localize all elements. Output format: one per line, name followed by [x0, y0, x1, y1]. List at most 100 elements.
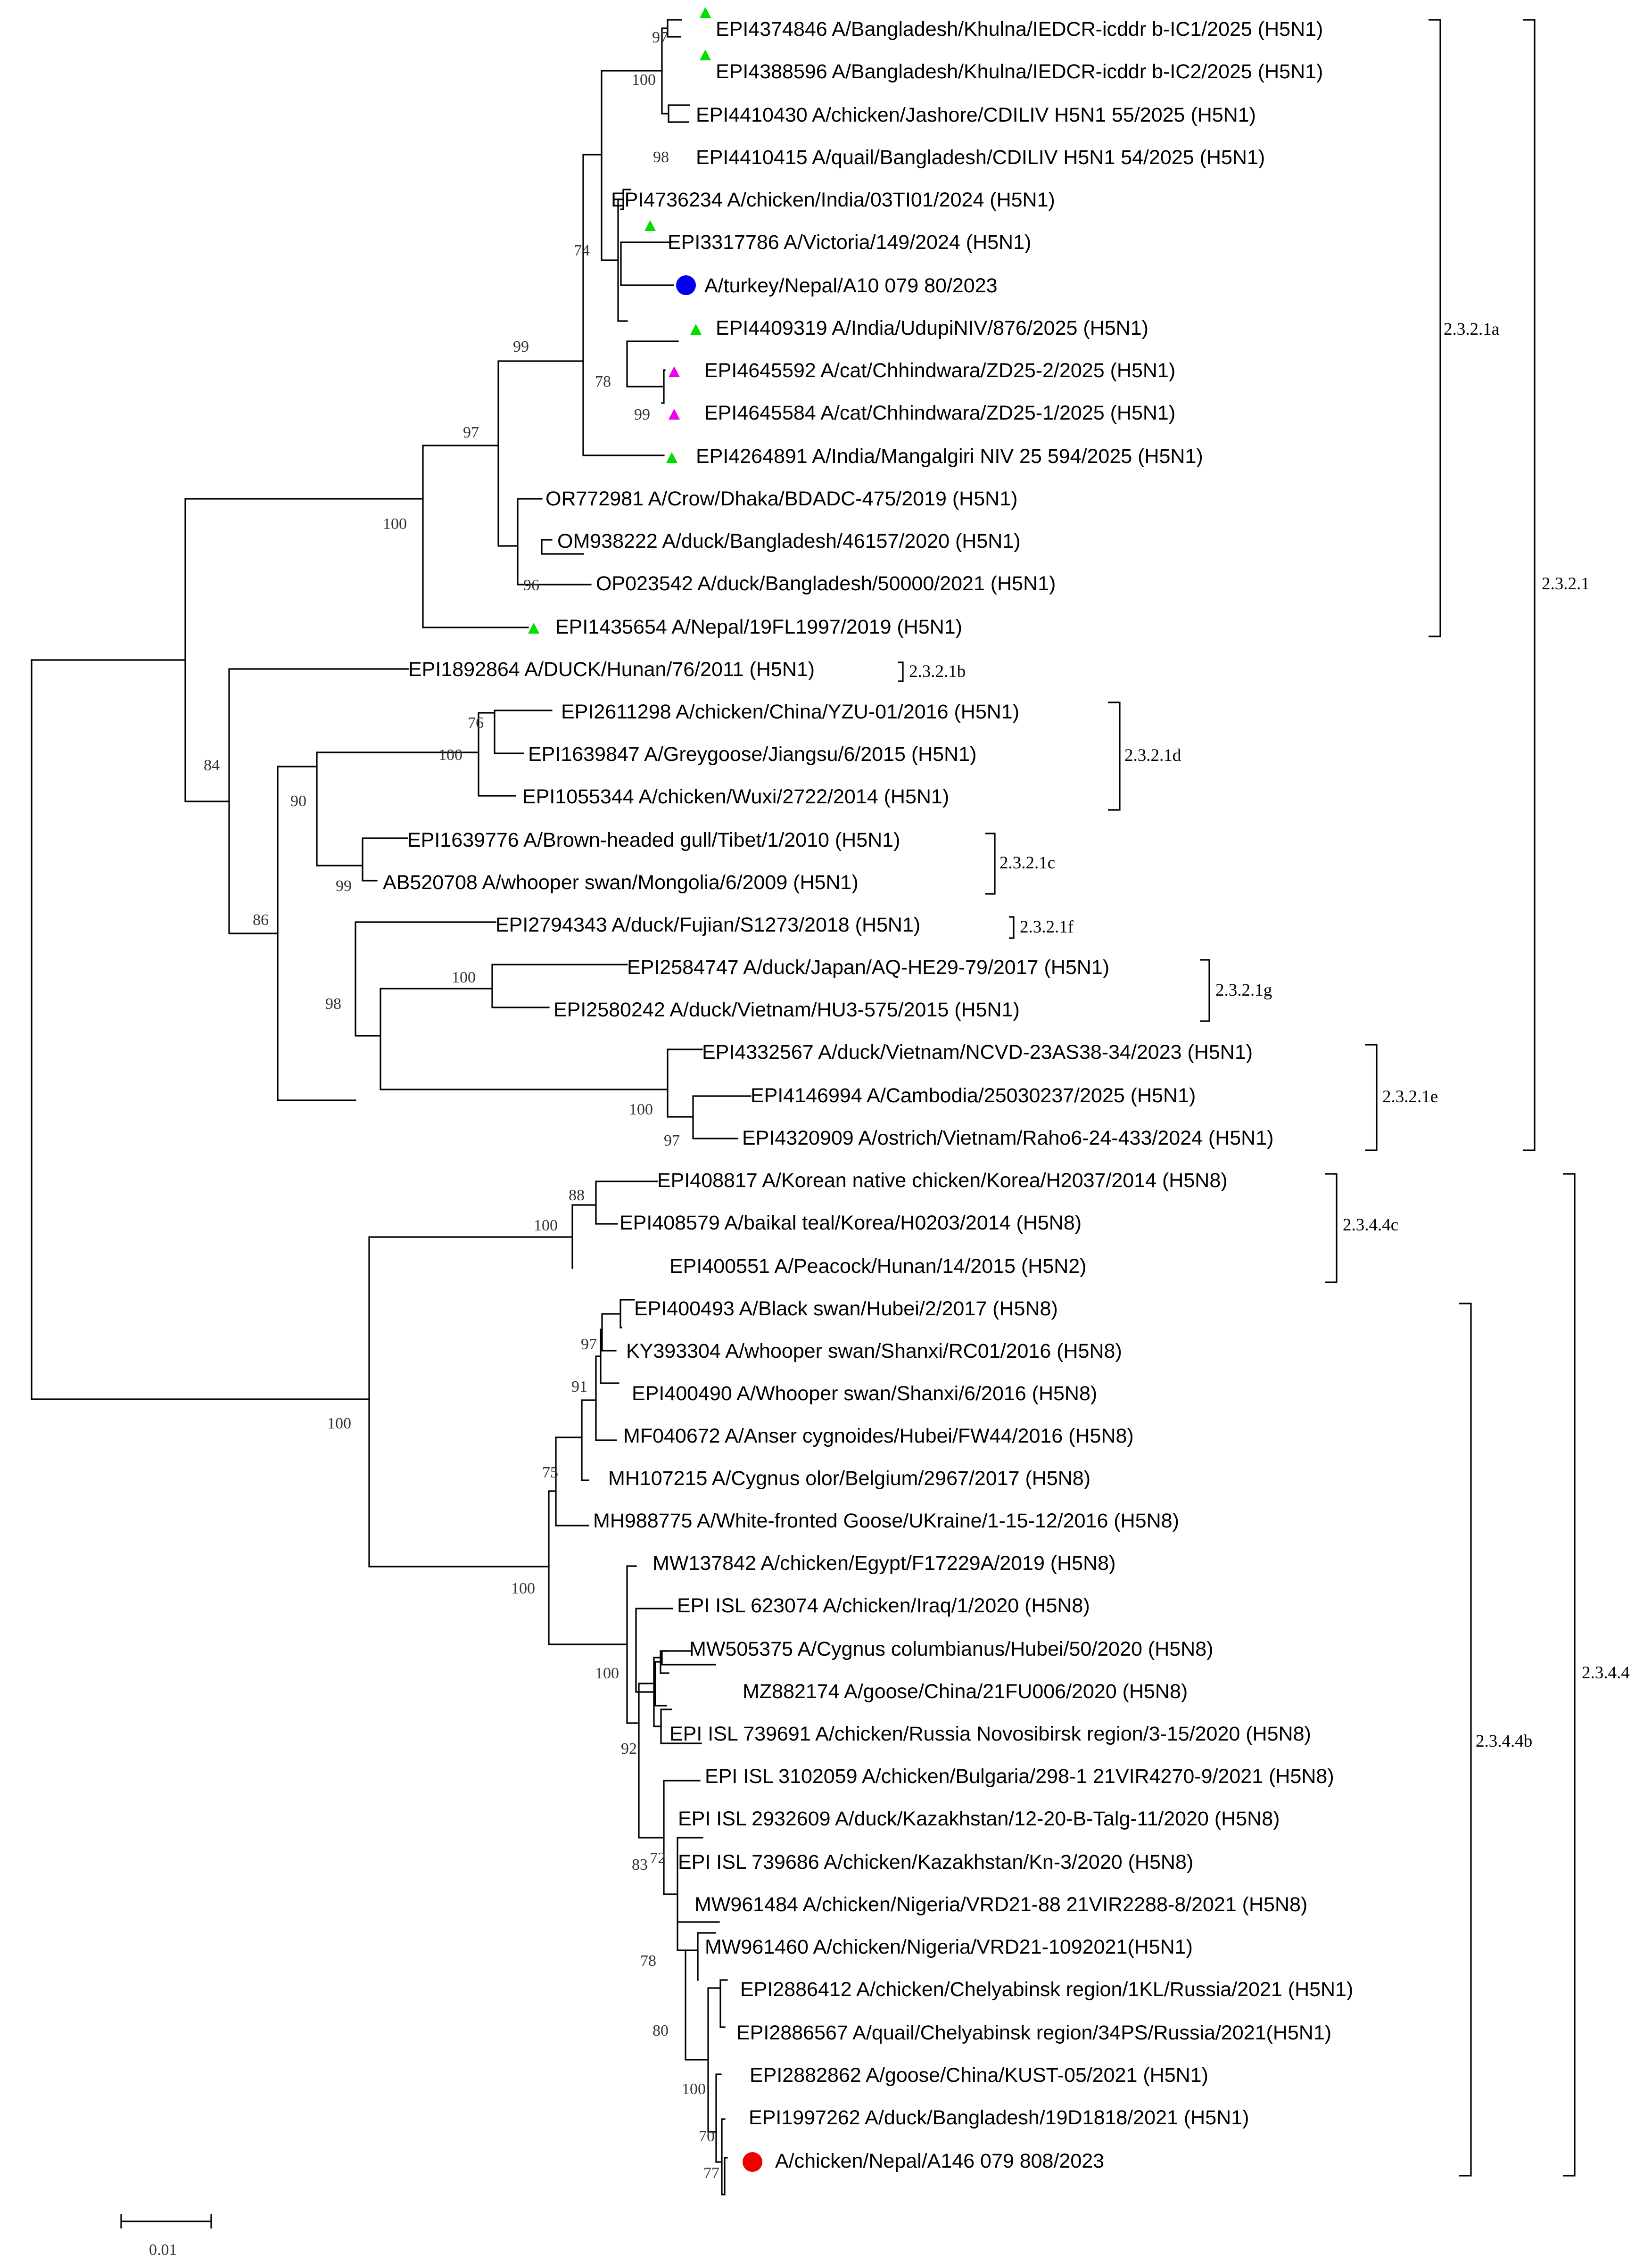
tip-labels: EPI4374846 A/Bangladesh/Khulna/IEDCR-icd… [383, 18, 1353, 2172]
tip-label: EPI4645584 A/cat/Chhindwara/ZD25-1/2025 … [704, 402, 1175, 424]
bootstrap-value: 92 [621, 1740, 637, 1758]
tip-label: EPI4645592 A/cat/Chhindwara/ZD25-2/2025 … [704, 359, 1175, 382]
clade-label: 2.3.2.1 [1542, 574, 1590, 594]
bootstrap-values: 97 100 98 74 99 78 99 97 96 100 76 100 9… [204, 29, 719, 2182]
bootstrap-value: 84 [204, 757, 220, 774]
tip-label: EPI2882862 A/goose/China/KUST-05/2021 (H… [750, 2064, 1208, 2087]
bootstrap-value: 75 [542, 1464, 558, 1481]
bootstrap-value: 97 [652, 29, 668, 46]
clade-label: 2.3.2.1c [999, 853, 1055, 873]
bootstrap-value: 83 [632, 1856, 648, 1873]
tip-label: OR772981 A/Crow/Dhaka/BDADC-475/2019 (H5… [545, 487, 1017, 510]
clade-bracket [1200, 959, 1210, 1022]
tip-label: EPI4410415 A/quail/Bangladesh/CDILIV H5N… [696, 146, 1265, 169]
triangle-marker [644, 220, 656, 231]
bootstrap-value: 100 [534, 1217, 558, 1234]
tip-label: EPI2886567 A/quail/Chelyabinsk region/34… [736, 2022, 1331, 2044]
tip-label: MH988775 A/White-fronted Goose/UKraine/1… [593, 1510, 1179, 1532]
bootstrap-value: 78 [640, 1952, 656, 1970]
scale-label: 0.01 [149, 2241, 177, 2259]
bootstrap-value: 99 [336, 877, 352, 895]
tip-label: MZ882174 A/goose/China/21FU006/2020 (H5N… [743, 1680, 1188, 1703]
bootstrap-value: 88 [569, 1187, 585, 1204]
tip-label: MW961484 A/chicken/Nigeria/VRD21-88 21VI… [694, 1893, 1307, 1916]
tip-label: MW505375 A/Cygnus columbianus/Hubei/50/2… [689, 1638, 1213, 1660]
tip-label: A/turkey/Nepal/A10 079 80/2023 [704, 274, 998, 297]
triangle-marker [669, 409, 680, 420]
tip-label: EPI4332567 A/duck/Vietnam/NCVD-23AS38-34… [702, 1041, 1253, 1064]
bootstrap-value: 78 [595, 373, 611, 390]
tree-branches [31, 19, 752, 2195]
tip-label: EPI400551 A/Peacock/Hunan/14/2015 (H5N2) [669, 1255, 1086, 1278]
bootstrap-value: 100 [438, 746, 463, 764]
clade-label: 2.3.2.1e [1382, 1087, 1438, 1106]
tip-label: EPI ISL 3102059 A/chicken/Bulgaria/298-1… [705, 1765, 1334, 1788]
clade-bracket [1365, 1044, 1378, 1151]
tip-label: EPI4388596 A/Bangladesh/Khulna/IEDCR-icd… [716, 60, 1323, 83]
tip-label: EPI4374846 A/Bangladesh/Khulna/IEDCR-icd… [716, 18, 1323, 41]
bootstrap-value: 99 [634, 406, 650, 423]
tip-label: MW137842 A/chicken/Egypt/F17229A/2019 (H… [653, 1552, 1115, 1575]
tip-label: AB520708 A/whooper swan/Mongolia/6/2009 … [383, 871, 859, 894]
tip-label: EPI1639776 A/Brown-headed gull/Tibet/1/2… [407, 829, 900, 851]
bootstrap-value: 100 [511, 1580, 535, 1597]
bootstrap-value: 90 [290, 792, 306, 810]
bootstrap-value: 80 [653, 2022, 669, 2039]
bootstrap-value: 77 [703, 2164, 719, 2182]
tip-label: EPI1055344 A/chicken/Wuxi/2722/2014 (H5N… [522, 785, 949, 808]
circle-marker [676, 275, 696, 295]
bootstrap-value: 100 [327, 1415, 351, 1432]
clade-label: 2.3.2.1a [1444, 320, 1499, 339]
triangle-marker [700, 7, 711, 18]
tip-label: MF040672 A/Anser cygnoides/Hubei/FW44/20… [623, 1425, 1134, 1447]
tip-label: EPI4410430 A/chicken/Jashore/CDILIV H5N1… [696, 104, 1256, 126]
tip-label: A/chicken/Nepal/A146 079 808/2023 [775, 2150, 1104, 2172]
tip-label: OP023542 A/duck/Bangladesh/50000/2021 (H… [596, 572, 1056, 595]
bootstrap-value: 70 [699, 2128, 715, 2145]
bootstrap-value: 74 [574, 242, 590, 259]
clade-label: 2.3.2.1d [1124, 746, 1181, 765]
clade-label: 2.3.4.4b [1476, 1732, 1532, 1751]
tip-label: OM938222 A/duck/Bangladesh/46157/2020 (H… [557, 530, 1021, 553]
tip-label: EPI1639847 A/Greygoose/Jiangsu/6/2015 (H… [528, 743, 976, 766]
bootstrap-value: 99 [513, 338, 529, 355]
tip-label: EPI4264891 A/India/Mangalgiri NIV 25 594… [696, 445, 1203, 468]
tip-label: EPI400490 A/Whooper swan/Shanxi/6/2016 (… [632, 1382, 1097, 1405]
tip-label: EPI4146994 A/Cambodia/25030237/2025 (H5N… [751, 1084, 1196, 1107]
tip-label: KY393304 A/whooper swan/Shanxi/RC01/2016… [626, 1340, 1122, 1362]
clade-label: 2.3.2.1f [1020, 917, 1074, 937]
clade-label: 2.3.4.4c [1343, 1215, 1398, 1235]
clade-bracket [1009, 916, 1015, 939]
clade-bracket [1429, 19, 1441, 637]
clade-label: 2.3.4.4 [1582, 1663, 1630, 1683]
bootstrap-value: 96 [523, 577, 539, 594]
tip-label: EPI2584747 A/duck/Japan/AQ-HE29-79/2017 … [627, 956, 1109, 979]
bootstrap-value: 97 [581, 1336, 597, 1353]
circle-marker [743, 2152, 762, 2172]
clade-bracket [898, 661, 904, 682]
bootstrap-value: 100 [383, 515, 407, 533]
clade-bracket [1108, 701, 1121, 811]
triangle-marker [700, 50, 711, 60]
tip-label: EPI2580242 A/duck/Vietnam/HU3-575/2015 (… [553, 998, 1020, 1021]
bootstrap-value: 76 [468, 714, 484, 732]
bootstrap-value: 100 [629, 1101, 653, 1118]
tip-label: EPI1997262 A/duck/Bangladesh/19D1818/202… [749, 2106, 1249, 2129]
tip-label: MH107215 A/Cygnus olor/Belgium/2967/2017… [608, 1467, 1090, 1490]
tip-label: EPI ISL 2932609 A/duck/Kazakhstan/12-20-… [678, 1807, 1280, 1830]
clade-label: 2.3.2.1b [909, 662, 966, 681]
scale-bar: 0.01 [120, 2214, 212, 2259]
tip-label: EPI400493 A/Black swan/Hubei/2/2017 (H5N… [634, 1297, 1058, 1320]
tip-label: EPI408579 A/baikal teal/Korea/H0203/2014… [620, 1212, 1082, 1234]
tip-label: EPI2611298 A/chicken/China/YZU-01/2016 (… [561, 701, 1019, 723]
tip-label: EPI1435654 A/Nepal/19FL1997/2019 (H5N1) [555, 616, 962, 638]
bootstrap-value: 98 [653, 149, 669, 166]
bootstrap-value: 100 [595, 1665, 619, 1682]
bootstrap-value: 100 [452, 969, 476, 986]
bootstrap-value: 72 [650, 1849, 666, 1867]
clade-brackets: 2.3.2.1a 2.3.2.1b 2.3.2.1d 2.3.2.1c 2.3.… [898, 19, 1630, 2177]
bootstrap-value: 86 [253, 911, 269, 929]
tip-label: EPI4409319 A/India/UdupiNIV/876/2025 (H5… [716, 317, 1148, 339]
bootstrap-value: 91 [571, 1378, 587, 1395]
